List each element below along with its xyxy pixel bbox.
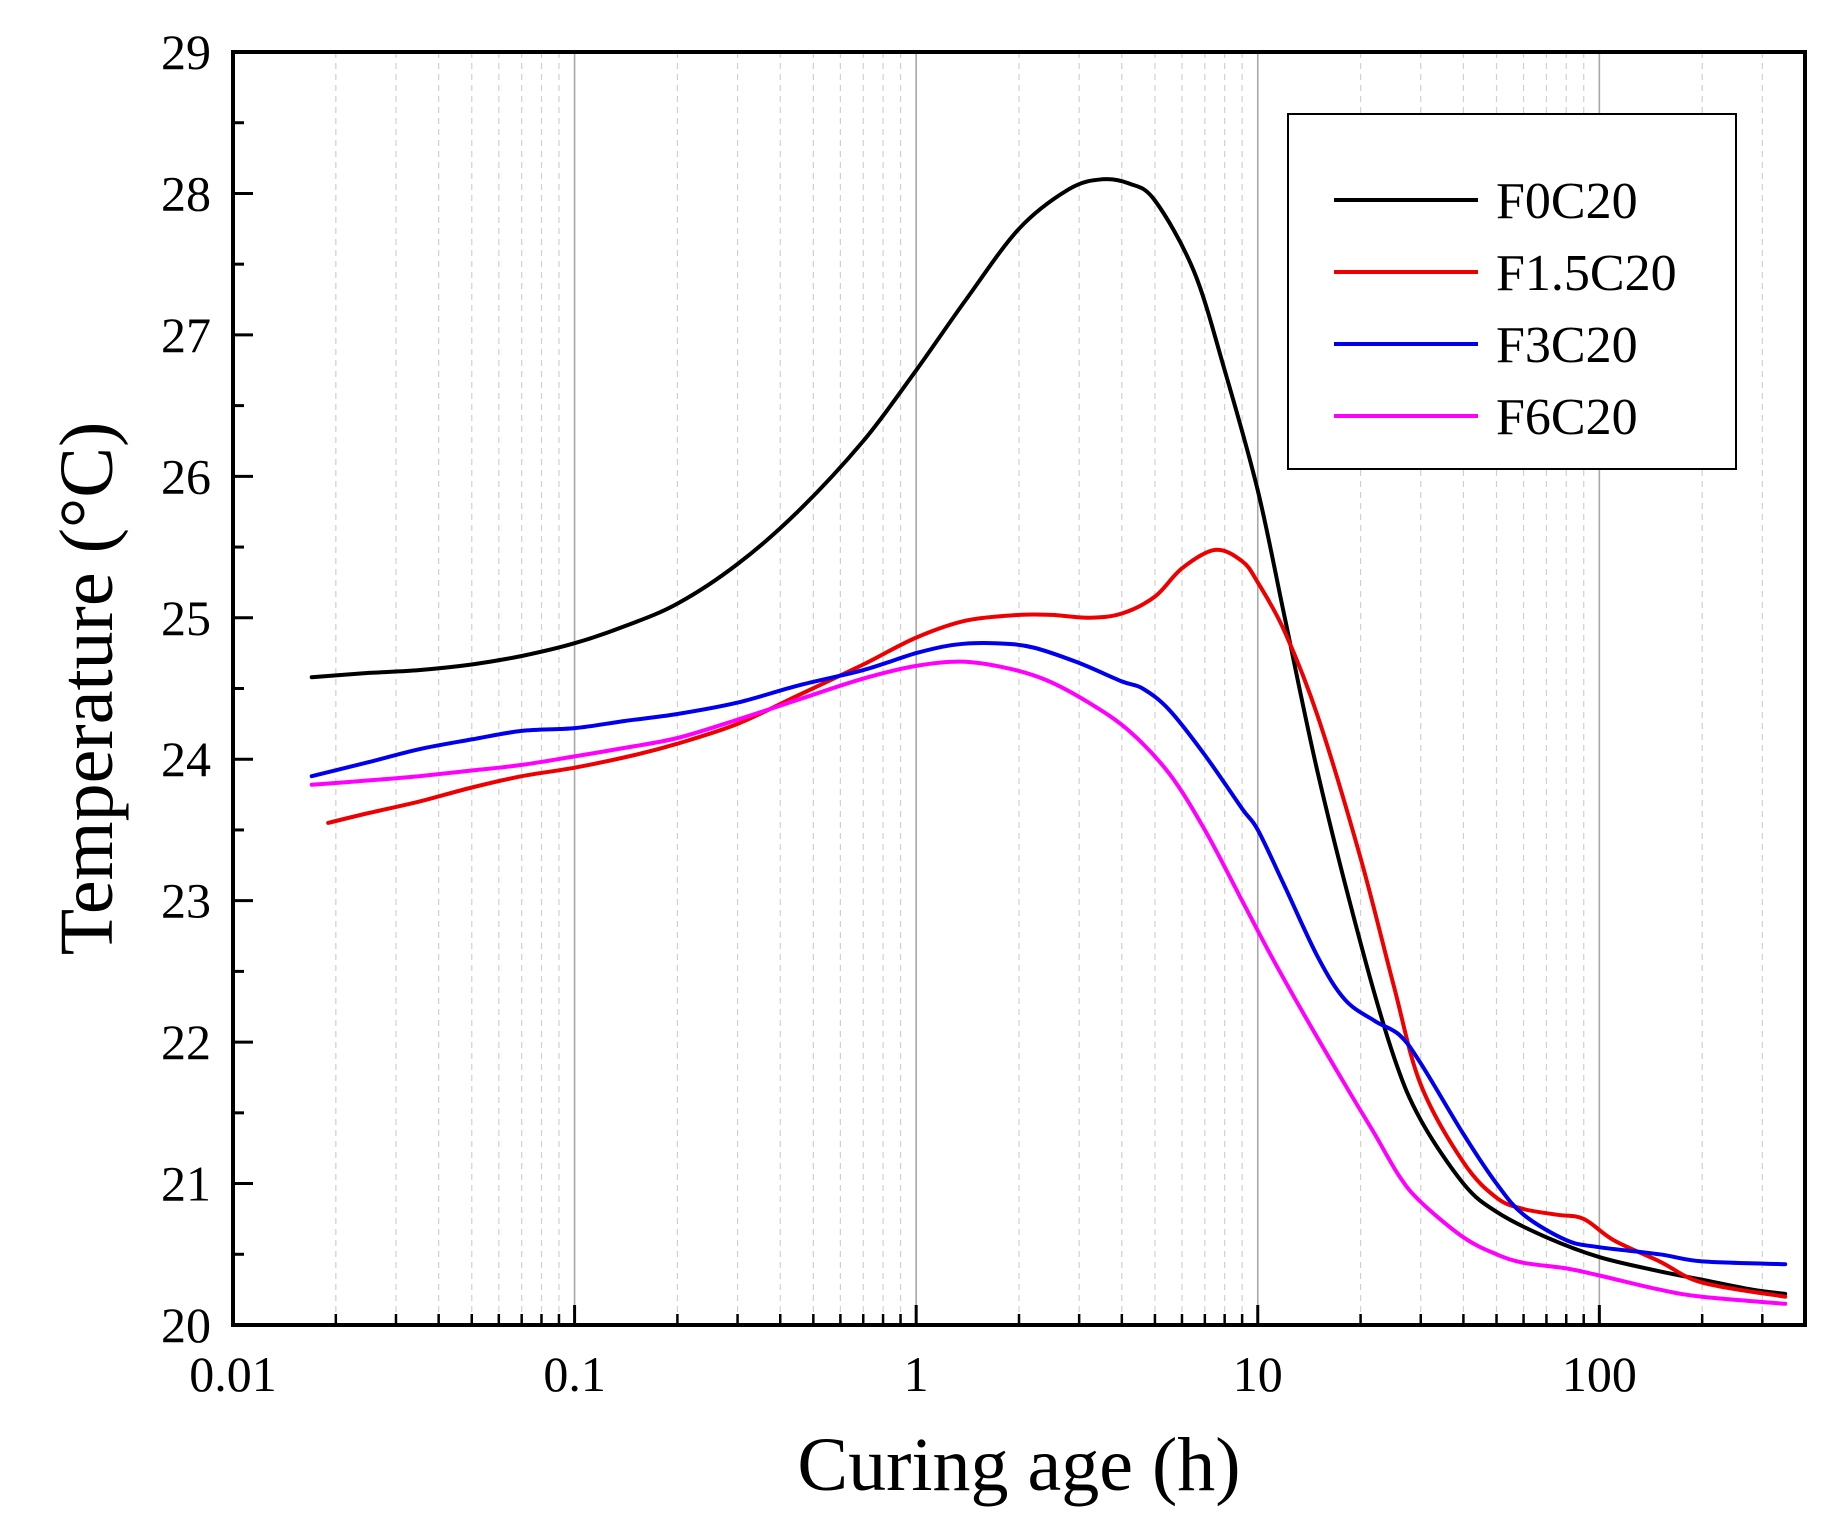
y-tick-label: 28 — [161, 165, 211, 221]
x-axis-title: Curing age (h) — [797, 1423, 1240, 1507]
x-tick-label: 10 — [1233, 1346, 1283, 1402]
x-tick-label: 0.01 — [189, 1346, 277, 1402]
y-tick-label: 29 — [161, 24, 211, 80]
y-tick-label: 23 — [161, 873, 211, 929]
x-tick-label: 100 — [1562, 1346, 1637, 1402]
x-axis-tick-labels: 0.01 0.1 1 10 100 — [189, 1346, 1637, 1402]
axis-ticks — [233, 50, 1764, 1327]
y-tick-label: 26 — [161, 448, 211, 504]
legend-label: F1.5C20 — [1496, 245, 1677, 302]
y-tick-label: 21 — [161, 1156, 211, 1212]
y-tick-label: 25 — [161, 590, 211, 646]
series-line-f3c20 — [309, 641, 1788, 1267]
legend-label: F0C20 — [1496, 173, 1638, 230]
legend-label: F3C20 — [1496, 317, 1638, 374]
y-tick-label: 20 — [161, 1297, 211, 1353]
x-tick-label: 1 — [904, 1346, 929, 1402]
y-axis-tick-labels: 20 21 22 23 24 25 26 27 28 29 — [161, 24, 211, 1353]
series-line-f1-5c20 — [326, 547, 1788, 1299]
legend-label: F6C20 — [1496, 389, 1638, 446]
y-tick-label: 27 — [161, 307, 211, 363]
series-line-f6c20 — [309, 659, 1788, 1306]
series-group — [309, 177, 1788, 1306]
y-tick-label: 22 — [161, 1014, 211, 1070]
y-axis-title: Temperature (°C) — [45, 422, 129, 956]
legend-box — [1287, 113, 1737, 470]
series-line-f0c20 — [309, 177, 1788, 1296]
y-tick-label: 24 — [161, 731, 211, 787]
legend: F0C20 F1.5C20 F3C20 F6C20 — [1287, 113, 1737, 470]
x-tick-label: 0.1 — [543, 1346, 606, 1402]
